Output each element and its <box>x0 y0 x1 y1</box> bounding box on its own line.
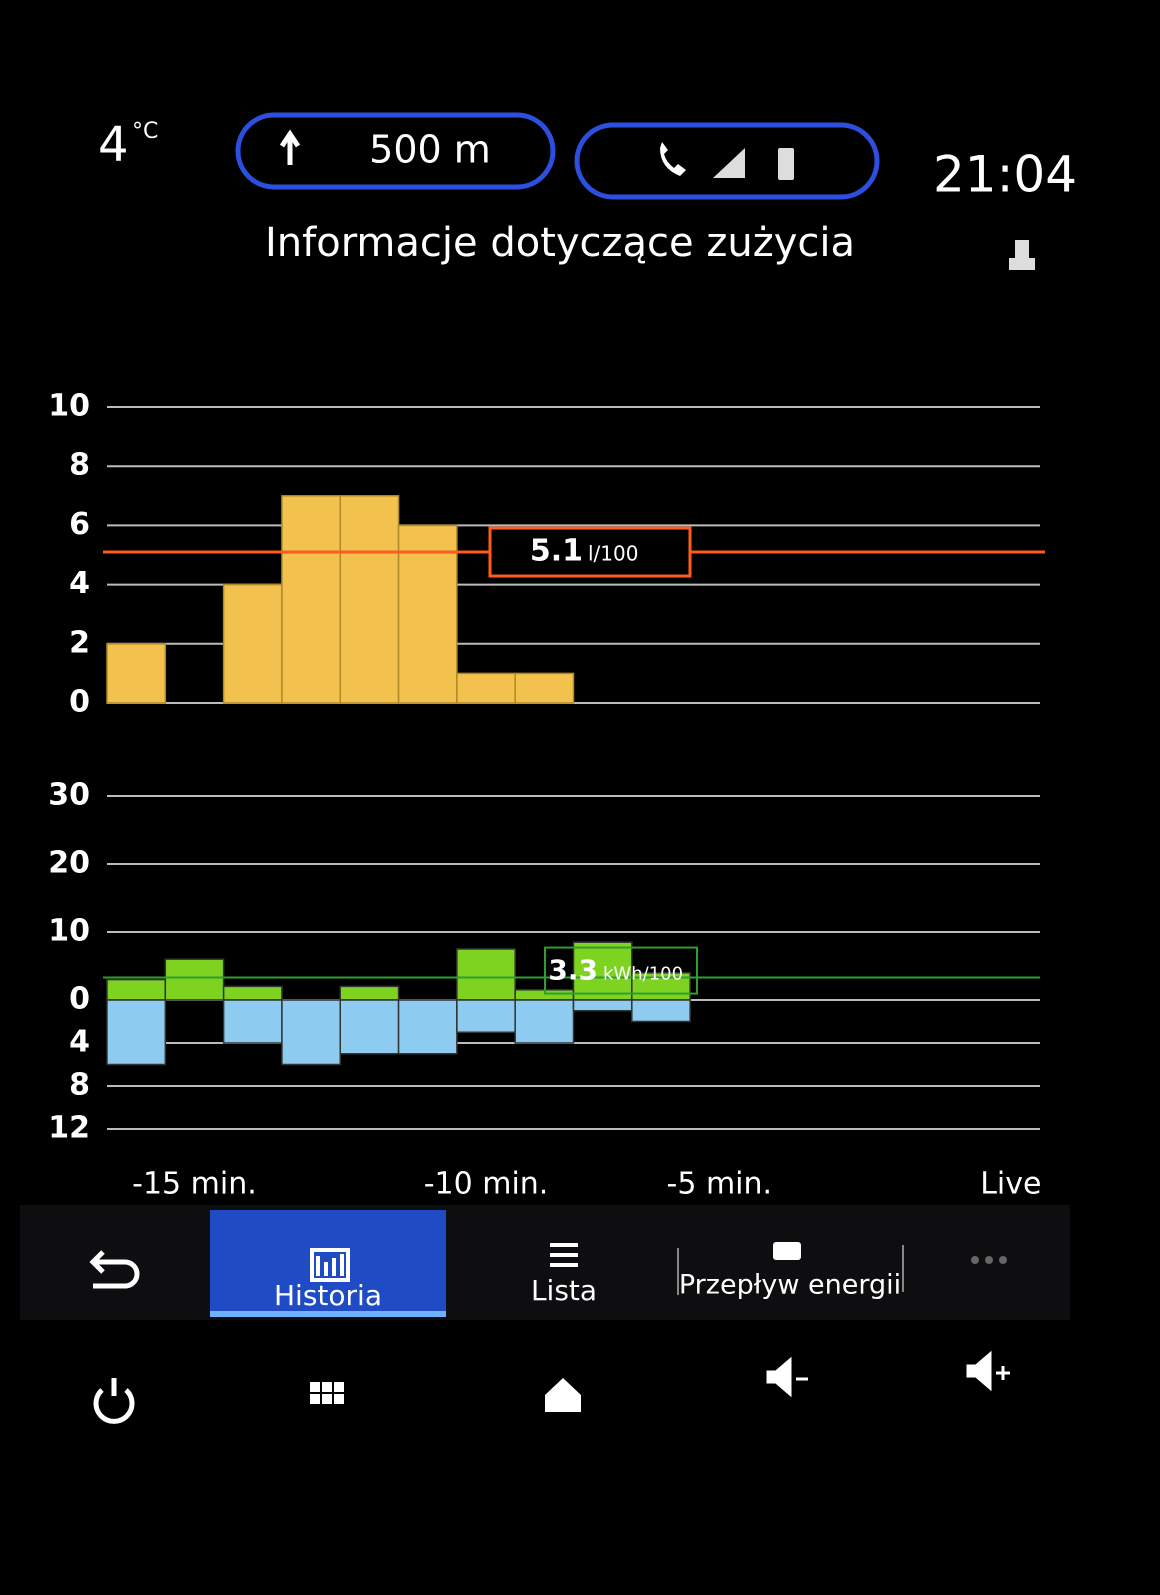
y-tick-label: 20 <box>48 846 90 881</box>
tab-label[interactable]: Przepływ energii <box>679 1270 901 1301</box>
mean-value: 3.3 <box>548 954 598 987</box>
signal-icon <box>713 148 745 178</box>
bar <box>339 495 400 704</box>
bar <box>397 524 458 704</box>
power-button[interactable] <box>93 1378 135 1424</box>
back-button[interactable] <box>89 1250 140 1289</box>
volume-down-button[interactable] <box>766 1356 808 1398</box>
bar <box>222 583 283 704</box>
x-tick-label: Live <box>980 1167 1041 1202</box>
mean-unit: l/100 <box>588 542 638 566</box>
navigation-distance: 500 m <box>369 128 491 172</box>
y-tick-label: 8 <box>69 1068 90 1103</box>
page-title: Informacje dotyczące zużycia <box>265 220 855 266</box>
bar <box>631 999 691 1023</box>
battery-icon <box>778 148 794 180</box>
bar <box>456 672 516 704</box>
bar <box>456 999 516 1033</box>
home-button[interactable] <box>545 1378 581 1412</box>
y-tick-label: 0 <box>69 982 90 1017</box>
mean-value: 5.1 <box>530 534 583 569</box>
temperature-unit: °C <box>132 119 158 144</box>
more-button[interactable] <box>971 1256 1007 1264</box>
bar <box>514 672 575 704</box>
bar <box>106 999 167 1066</box>
tab-label[interactable]: Historia <box>274 1279 382 1312</box>
phone-icon <box>660 142 686 176</box>
bar <box>397 999 458 1055</box>
y-tick-label: 10 <box>48 389 90 424</box>
bar <box>222 985 283 1001</box>
tab-active[interactable] <box>210 1210 446 1313</box>
bar <box>281 999 341 1066</box>
y-tick-label: 30 <box>48 778 90 813</box>
y-tick-label: 4 <box>69 1025 90 1060</box>
bar <box>572 941 633 1001</box>
bar <box>106 643 167 704</box>
bar <box>456 948 516 1001</box>
bar <box>106 978 167 1001</box>
list-icon <box>550 1243 578 1267</box>
tab-bar <box>20 1205 1070 1320</box>
temperature: 4 <box>98 117 129 173</box>
y-tick-label: 6 <box>69 507 90 542</box>
bar <box>572 999 633 1012</box>
x-tick-label: -15 min. <box>132 1167 257 1202</box>
arrow-icon <box>279 129 301 165</box>
y-tick-label: 10 <box>48 914 90 949</box>
bar <box>339 985 400 1001</box>
tab-label[interactable]: Lista <box>531 1274 597 1307</box>
mean-box <box>488 526 692 578</box>
x-tick-label: -10 min. <box>424 1167 549 1202</box>
phone-pill[interactable] <box>574 122 880 200</box>
charts: 0 2 4 6 8 10 5.1 l/100 0 10 20 30 4 8 12 3.3 kWh/100 -15 … <box>48 389 1045 1202</box>
mean-box <box>544 946 698 995</box>
bar <box>164 958 225 1001</box>
user-icon <box>1009 240 1035 270</box>
y-tick-label: 0 <box>69 685 90 720</box>
mean-unit: kWh/100 <box>603 964 683 985</box>
y-tick-label: 2 <box>69 625 90 660</box>
y-tick-label: 8 <box>69 448 90 483</box>
bar <box>222 999 283 1044</box>
navigation-pill[interactable] <box>235 112 556 190</box>
apps-button[interactable] <box>310 1382 344 1404</box>
bar <box>514 999 575 1044</box>
clock: 21:04 <box>933 146 1077 204</box>
tab-indicator <box>210 1311 446 1317</box>
volume-up-button[interactable] <box>966 1350 1010 1392</box>
energy-icon <box>773 1242 801 1260</box>
y-tick-label: 12 <box>48 1111 90 1146</box>
bar <box>339 999 400 1055</box>
history-icon <box>310 1248 350 1282</box>
y-tick-label: 4 <box>69 566 90 601</box>
bar <box>281 495 341 704</box>
x-tick-label: -5 min. <box>667 1167 773 1202</box>
